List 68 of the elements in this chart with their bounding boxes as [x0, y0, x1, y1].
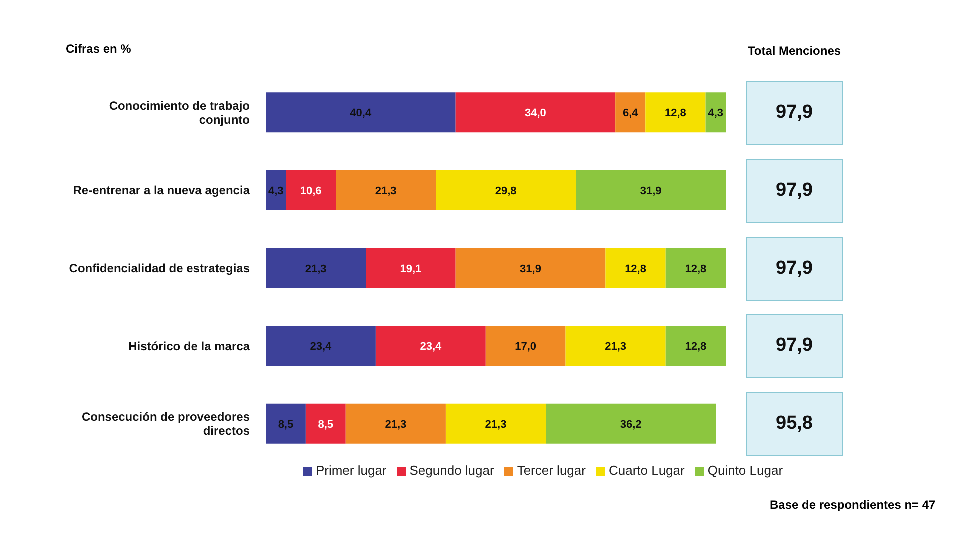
data-label: 23,4 — [420, 341, 443, 354]
bar — [266, 404, 306, 444]
data-label: 8,5 — [318, 418, 334, 431]
data-label: 4,3 — [268, 185, 284, 198]
data-label: 29,8 — [495, 185, 517, 198]
text: Base de respondientes n= 47 — [770, 498, 936, 512]
bar — [266, 326, 376, 366]
bar — [576, 170, 726, 210]
data-label: 21,3 — [385, 418, 407, 431]
legend-label: Primer lugar — [316, 463, 387, 478]
bar — [646, 92, 706, 133]
text: Cifras en % — [66, 42, 132, 56]
bar — [346, 404, 446, 444]
data-label: 21,3 — [305, 263, 327, 276]
legend-label: Segundo lugar — [410, 463, 494, 478]
bar — [706, 92, 726, 133]
y-tick-label: Histórico de la marca — [128, 339, 250, 354]
y-tick-label: Confidencialidad de estrategias — [69, 262, 250, 276]
data-label: 21,3 — [605, 341, 627, 354]
data-label: 21,3 — [485, 418, 507, 431]
total-label: 97,9 — [746, 236, 843, 300]
data-label: 12,8 — [685, 341, 707, 354]
bar — [266, 248, 366, 288]
bar — [606, 248, 666, 288]
data-label: 4,3 — [708, 108, 724, 120]
bar — [376, 326, 486, 366]
bar — [336, 170, 436, 210]
bar — [456, 248, 606, 288]
y-tick-label: Consecución de proveedores directos — [82, 410, 250, 438]
total-label: 97,9 — [746, 314, 843, 378]
total-label: 97,9 — [746, 80, 843, 145]
y-tick-label: Re-entrenar a la nueva agencia — [73, 184, 250, 198]
legend-label: Cuarto Lugar — [608, 463, 685, 478]
data-label: 8,5 — [278, 418, 294, 431]
total-label: 97,9 — [746, 158, 843, 223]
bar — [546, 404, 716, 444]
data-label: 12,8 — [665, 108, 686, 120]
data-label: 12,8 — [685, 263, 707, 276]
bar — [666, 326, 726, 366]
data-label: 6,4 — [622, 108, 640, 120]
data-label: 10,6 — [300, 185, 322, 198]
bar — [266, 170, 286, 210]
data-label: 17,0 — [515, 341, 537, 354]
legend-label: Quinto Lugar — [708, 463, 784, 478]
data-label: 34,0 — [524, 108, 546, 120]
bar — [666, 248, 726, 288]
data-label: 19,1 — [400, 263, 422, 276]
data-label: 21,3 — [375, 185, 397, 198]
bar — [366, 248, 456, 288]
total-label: 95,8 — [746, 392, 843, 456]
bar — [436, 170, 576, 210]
bar — [566, 326, 666, 366]
text: Total Menciones — [746, 44, 842, 59]
data-label: 36,2 — [620, 418, 642, 431]
bar — [286, 170, 336, 210]
bar — [266, 92, 456, 133]
data-label: 31,9 — [640, 185, 662, 198]
bar — [306, 404, 346, 444]
y-tick-label: Conocimiento de trabajo conjunto — [109, 98, 250, 127]
data-label: 40,4 — [350, 108, 372, 120]
data-label: 23,4 — [310, 341, 333, 354]
bar — [616, 92, 646, 133]
data-label: 12,8 — [625, 263, 646, 276]
bar — [456, 92, 616, 133]
data-label: 31,9 — [520, 263, 542, 276]
bar — [446, 404, 546, 444]
legend-label: Tercer lugar — [517, 463, 586, 478]
bar — [486, 326, 566, 366]
